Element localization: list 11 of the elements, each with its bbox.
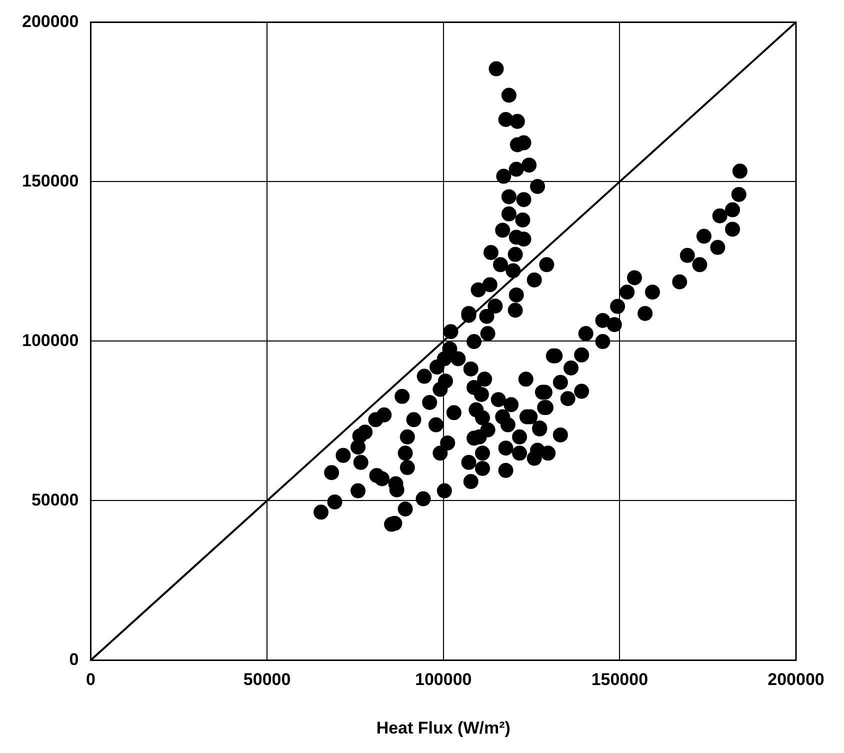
x-tick-label: 150000	[591, 670, 648, 690]
y-tick-label: 0	[69, 650, 79, 669]
y-tick-label: 50000	[31, 490, 79, 510]
x-axis-title: Heat Flux (W/m²)	[376, 718, 510, 738]
y-tick-label: 150000	[22, 171, 79, 190]
x-tick-label: 100000	[414, 670, 472, 690]
y-tick-label: 200000	[22, 12, 79, 31]
x-tick-label: 50000	[243, 670, 291, 690]
y-tick-label: 100000	[22, 330, 79, 350]
x-tick-label: 0	[86, 670, 96, 690]
x-tick-label: 200000	[768, 670, 824, 690]
